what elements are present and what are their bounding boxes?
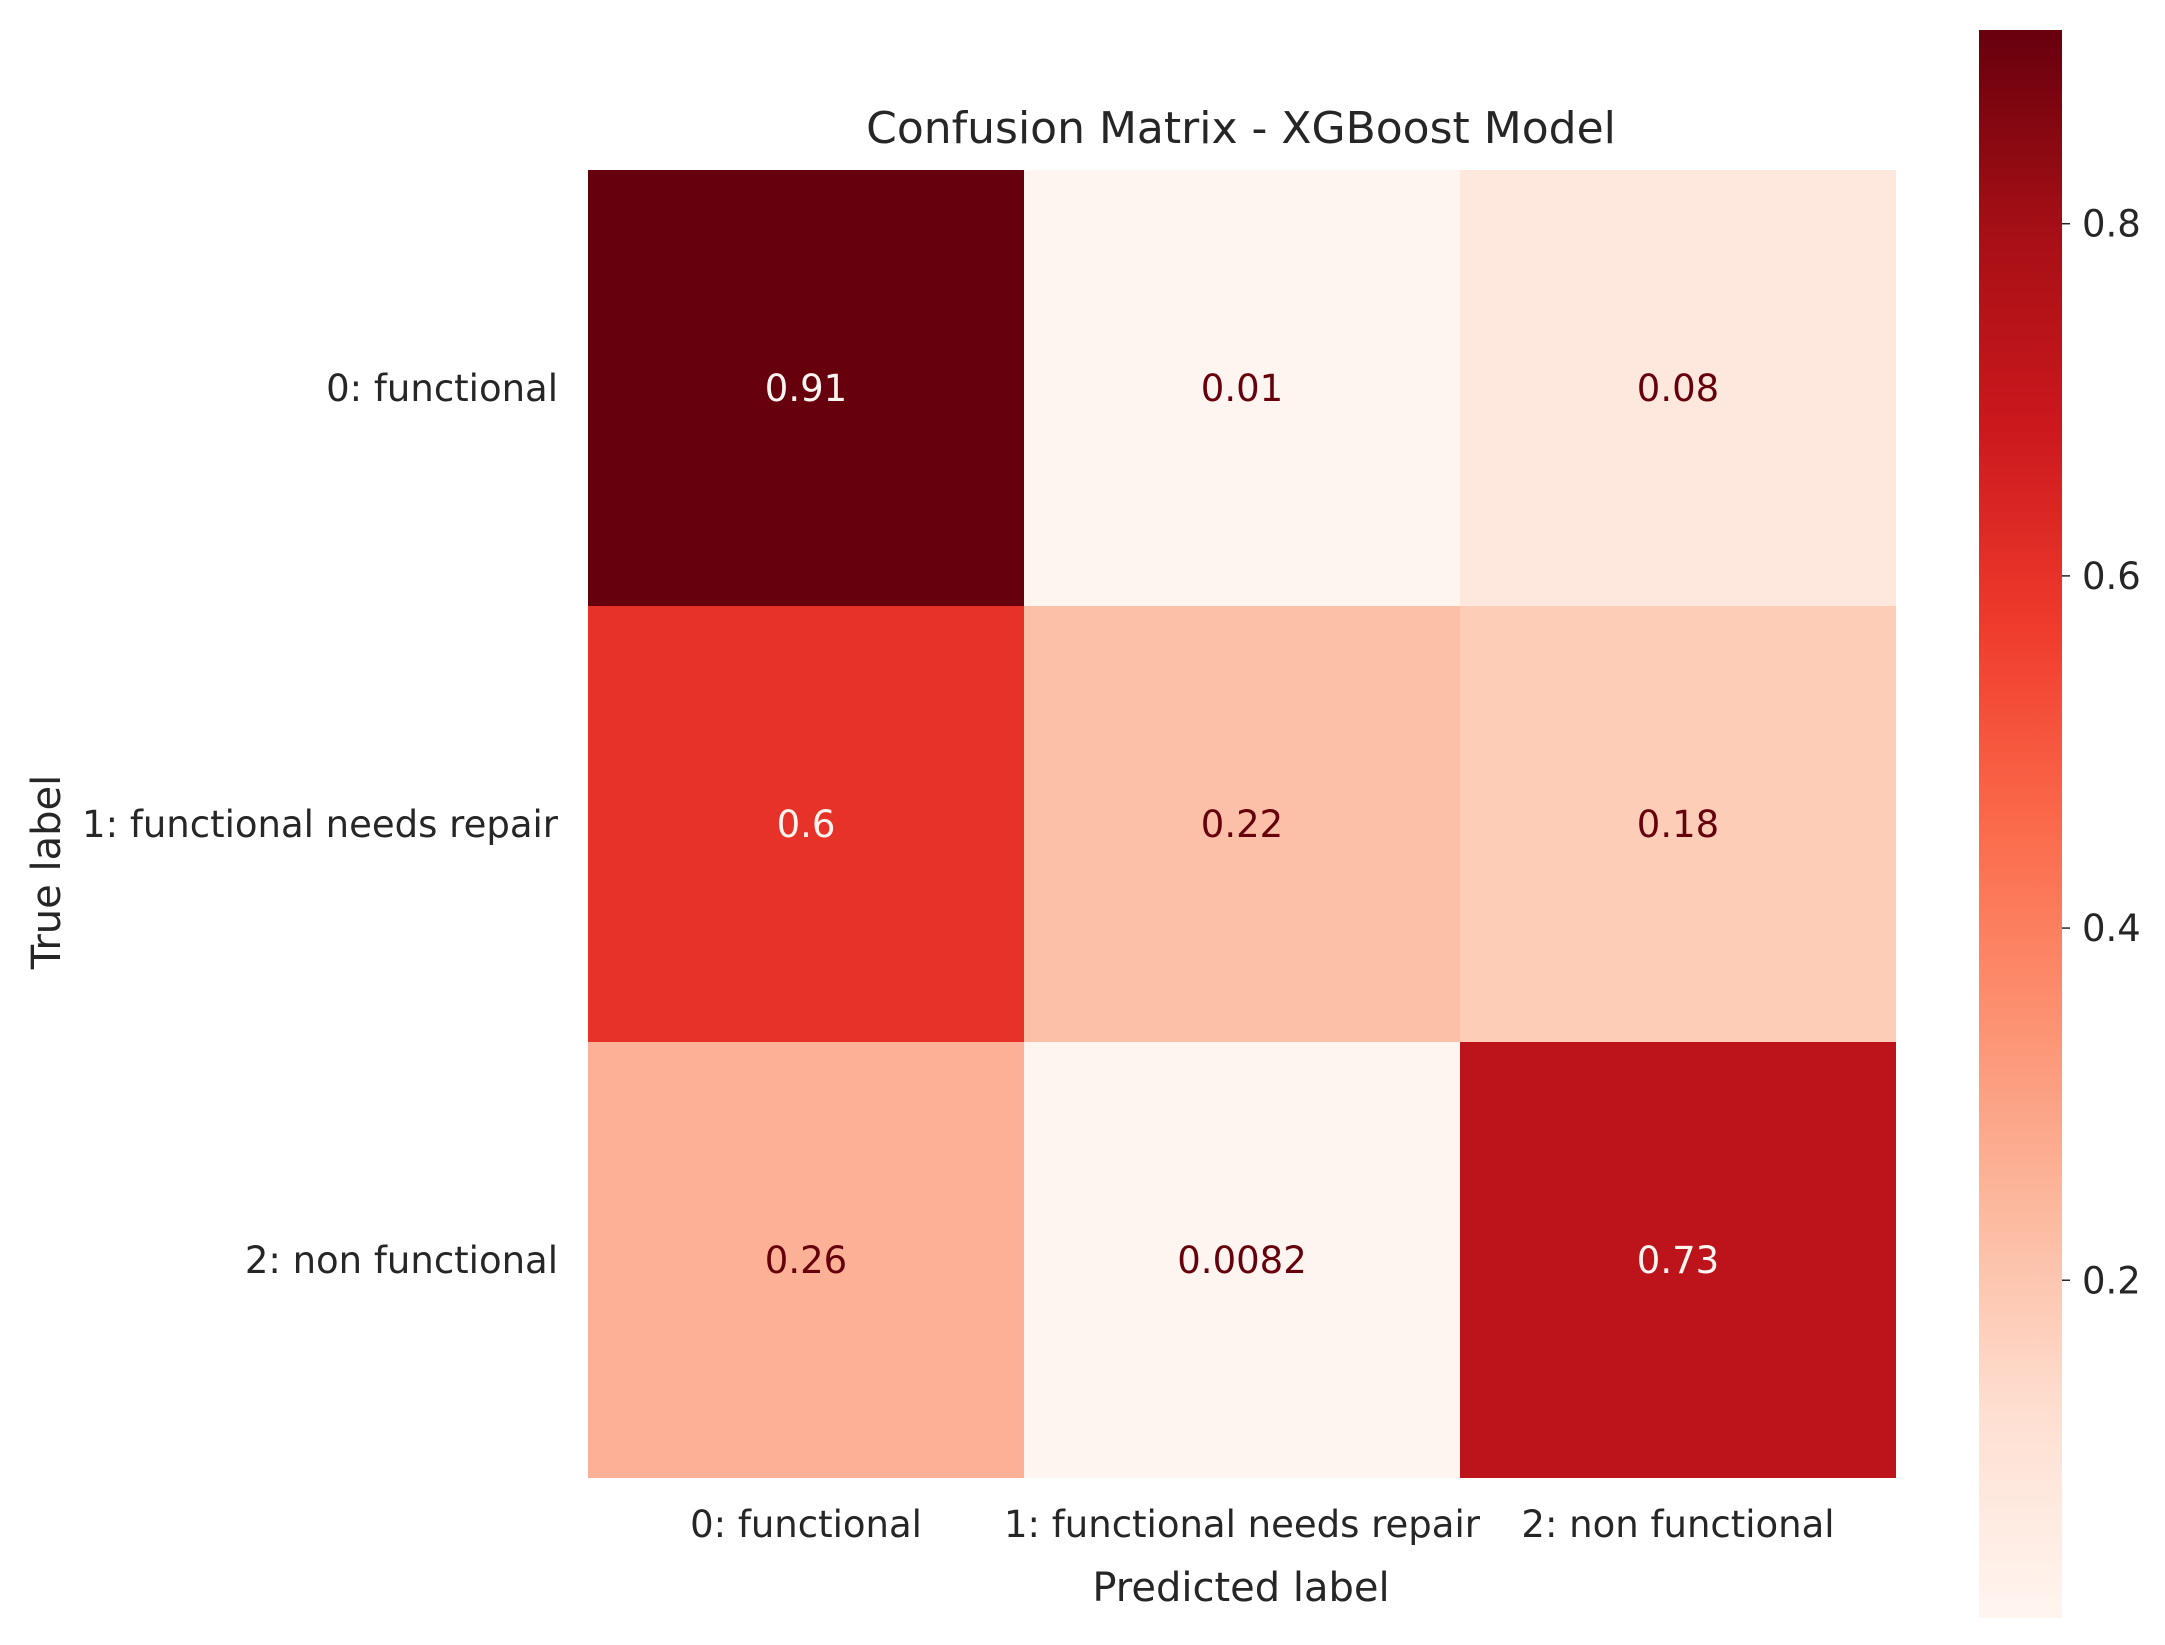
heatmap-cell-r0-c0 [588,170,1024,606]
y-tick-label-2: 2: non functional [245,1239,558,1282]
cell-value-label-r0-c2: 0.08 [1637,367,1719,410]
y-axis-tick-labels: 0: functional 1: functional needs repair 2… [82,367,559,1282]
chart-title: Confusion Matrix - XGBoost Model [866,103,1616,154]
heatmap-cell-r2-c0 [588,1042,1024,1478]
cell-value-label-r1-c2: 0.18 [1637,803,1719,846]
x-axis-tick-labels: 0: functional 1: functional needs repair 2… [690,1503,1835,1546]
heatmap-cell-r0-c1 [1024,170,1460,606]
colorbar [1979,30,2062,1618]
cell-value-label-r1-c0: 0.6 [777,803,836,846]
heatmap-cell-labels: 0.91 0.01 0.08 0.6 0.22 0.18 0.26 0.0082 0.73 [765,367,1719,1282]
heatmap-cell-r0-c2 [1460,170,1896,606]
cell-value-label-r0-c1: 0.01 [1201,367,1283,410]
y-tick-label-0: 0: functional [326,367,558,410]
x-tick-label-1: 1: functional needs repair [1004,1503,1481,1546]
cell-value-label-r1-c1: 0.22 [1201,803,1283,846]
y-tick-label-1: 1: functional needs repair [82,803,559,846]
colorbar-tick-label-3: 0.8 [2082,203,2141,246]
x-tick-label-2: 2: non functional [1521,1503,1834,1546]
heatmap-cells [588,170,1896,1478]
colorbar-tick-label-1: 0.4 [2082,907,2141,950]
x-tick-label-0: 0: functional [690,1503,922,1546]
heatmap-cell-r1-c2 [1460,606,1896,1042]
heatmap-cell-r1-c1 [1024,606,1460,1042]
heatmap-cell-r2-c2 [1460,1042,1896,1478]
colorbar-tick-labels: 0.2 0.4 0.6 0.8 [2062,203,2141,1302]
cell-value-label-r2-c0: 0.26 [765,1239,847,1282]
x-axis-label: Predicted label [1092,1565,1389,1611]
cell-value-label-r2-c2: 0.73 [1637,1239,1719,1282]
y-axis-label: True label [24,775,70,970]
colorbar-tick-label-0: 0.2 [2082,1259,2141,1302]
heatmap-cell-r1-c0 [588,606,1024,1042]
cell-value-label-r2-c1: 0.0082 [1177,1239,1306,1282]
heatmap-cell-r2-c1 [1024,1042,1460,1478]
colorbar-tick-label-2: 0.6 [2082,555,2141,598]
cell-value-label-r0-c0: 0.91 [765,367,847,410]
